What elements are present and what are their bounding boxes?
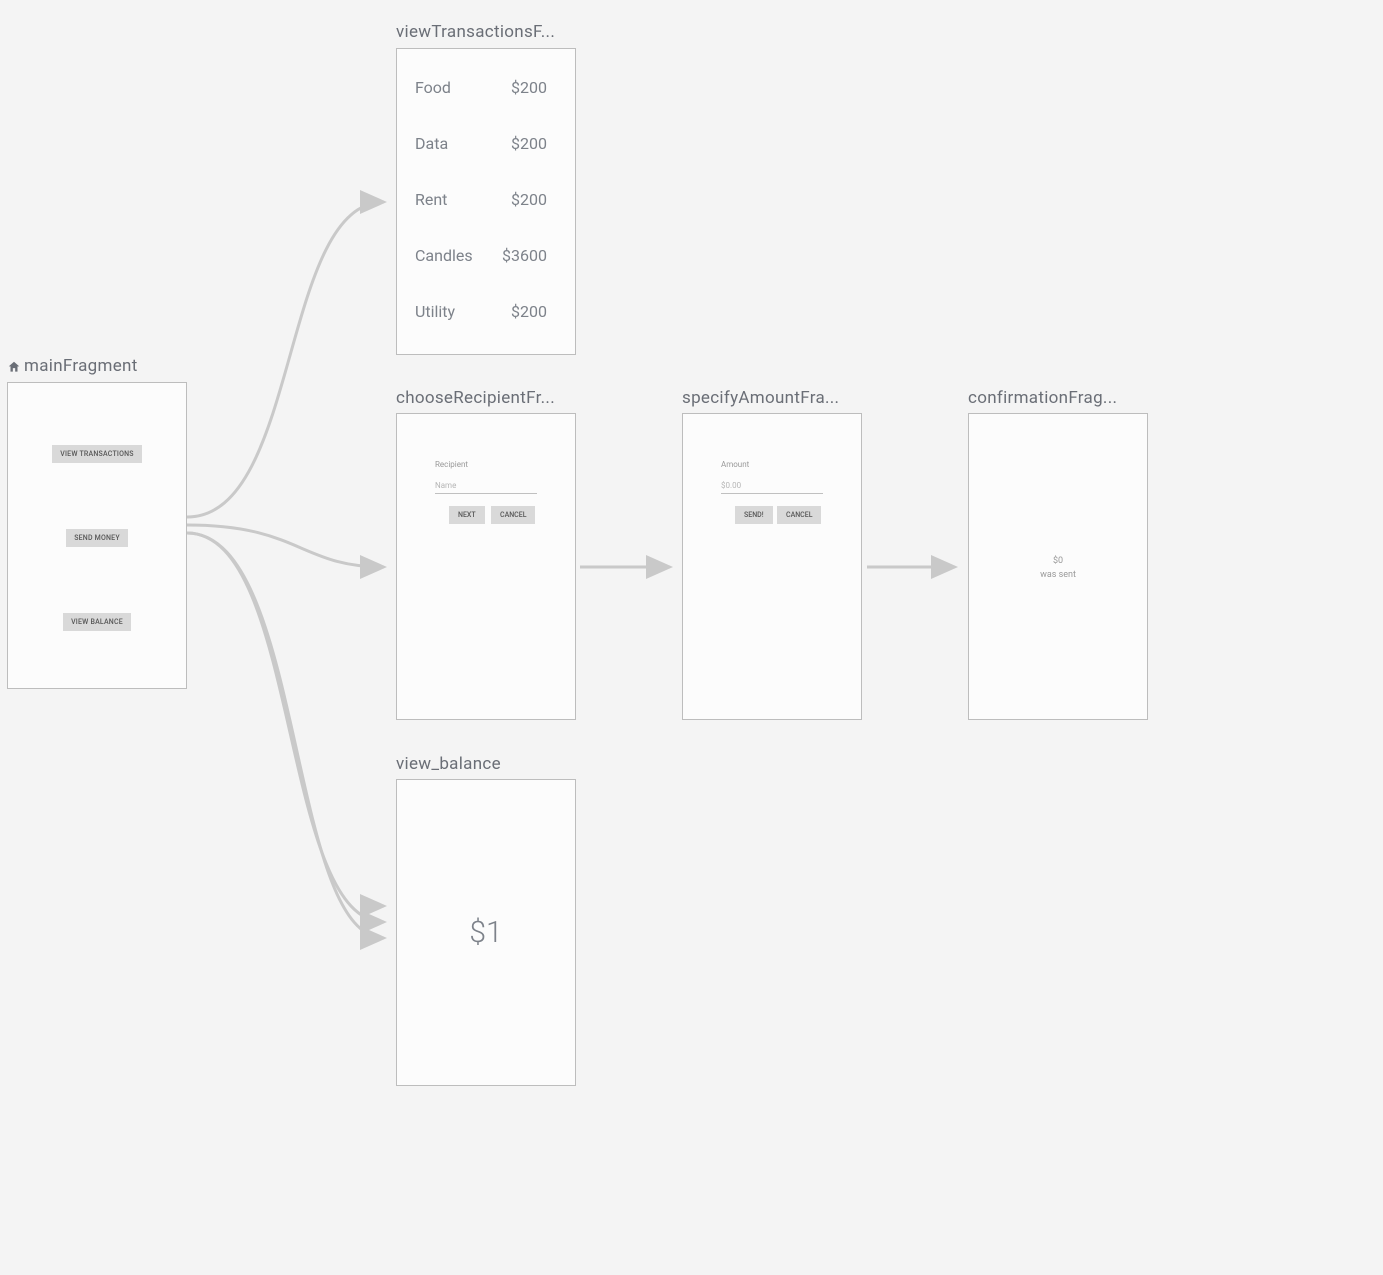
balance-fragment-title: view_balance: [396, 754, 501, 774]
transaction-amount: $3600: [502, 246, 547, 265]
transaction-label: Food: [415, 78, 451, 97]
send-button[interactable]: SEND!: [735, 506, 773, 524]
recipient-fragment-frame[interactable]: Recipient Name NEXT CANCEL: [396, 413, 576, 720]
edge-main-to-balance-2: [187, 533, 384, 938]
edge-main-to-transactions: [187, 202, 384, 517]
confirmation-fragment-title: confirmationFrag...: [968, 388, 1117, 408]
cancel-button[interactable]: CANCEL: [777, 506, 821, 524]
view-balance-button[interactable]: VIEW BALANCE: [63, 613, 131, 631]
main-fragment-title: mainFragment: [24, 356, 138, 376]
next-button[interactable]: NEXT: [449, 506, 485, 524]
transaction-amount: $200: [511, 190, 547, 209]
transaction-row: Rent $200: [397, 171, 575, 227]
transaction-amount: $200: [511, 302, 547, 321]
transaction-label: Utility: [415, 302, 455, 321]
recipient-input-underline: [435, 493, 537, 494]
transaction-row: Data $200: [397, 115, 575, 171]
transaction-row: Candles $3600: [397, 227, 575, 283]
edge-main-to-balance-1: [187, 533, 384, 922]
send-money-button[interactable]: SEND MONEY: [66, 529, 128, 547]
transaction-amount: $200: [511, 134, 547, 153]
amount-field-label: Amount: [721, 460, 749, 469]
amount-input-underline: [721, 493, 823, 494]
transactions-fragment-frame[interactable]: Food $200 Data $200 Rent $200 Candles $3…: [396, 48, 576, 355]
confirmation-amount: $0: [969, 556, 1147, 566]
recipient-input-placeholder[interactable]: Name: [435, 481, 456, 490]
balance-value: $1: [397, 915, 575, 950]
balance-fragment-frame[interactable]: $1: [396, 779, 576, 1086]
edge-main-to-recipient: [187, 525, 384, 567]
transaction-row: Food $200: [397, 59, 575, 115]
transactions-list: Food $200 Data $200 Rent $200 Candles $3…: [397, 49, 575, 339]
transactions-fragment-title: viewTransactionsF...: [396, 22, 555, 42]
transaction-row: Utility $200: [397, 283, 575, 339]
amount-fragment-frame[interactable]: Amount $0.00 SEND! CANCEL: [682, 413, 862, 720]
view-transactions-button[interactable]: VIEW TRANSACTIONS: [52, 445, 141, 463]
main-fragment-frame[interactable]: VIEW TRANSACTIONS SEND MONEY VIEW BALANC…: [7, 382, 187, 689]
transaction-amount: $200: [511, 78, 547, 97]
amount-fragment-title: specifyAmountFra...: [682, 388, 839, 408]
transaction-label: Data: [415, 134, 448, 153]
home-icon: [7, 360, 21, 374]
confirmation-fragment-frame[interactable]: $0 was sent: [968, 413, 1148, 720]
amount-input-placeholder[interactable]: $0.00: [721, 481, 741, 490]
transaction-label: Rent: [415, 190, 447, 209]
confirmation-message: was sent: [969, 570, 1147, 580]
cancel-button[interactable]: CANCEL: [491, 506, 535, 524]
recipient-fragment-title: chooseRecipientFr...: [396, 388, 555, 408]
transaction-label: Candles: [415, 246, 473, 265]
recipient-field-label: Recipient: [435, 460, 468, 469]
